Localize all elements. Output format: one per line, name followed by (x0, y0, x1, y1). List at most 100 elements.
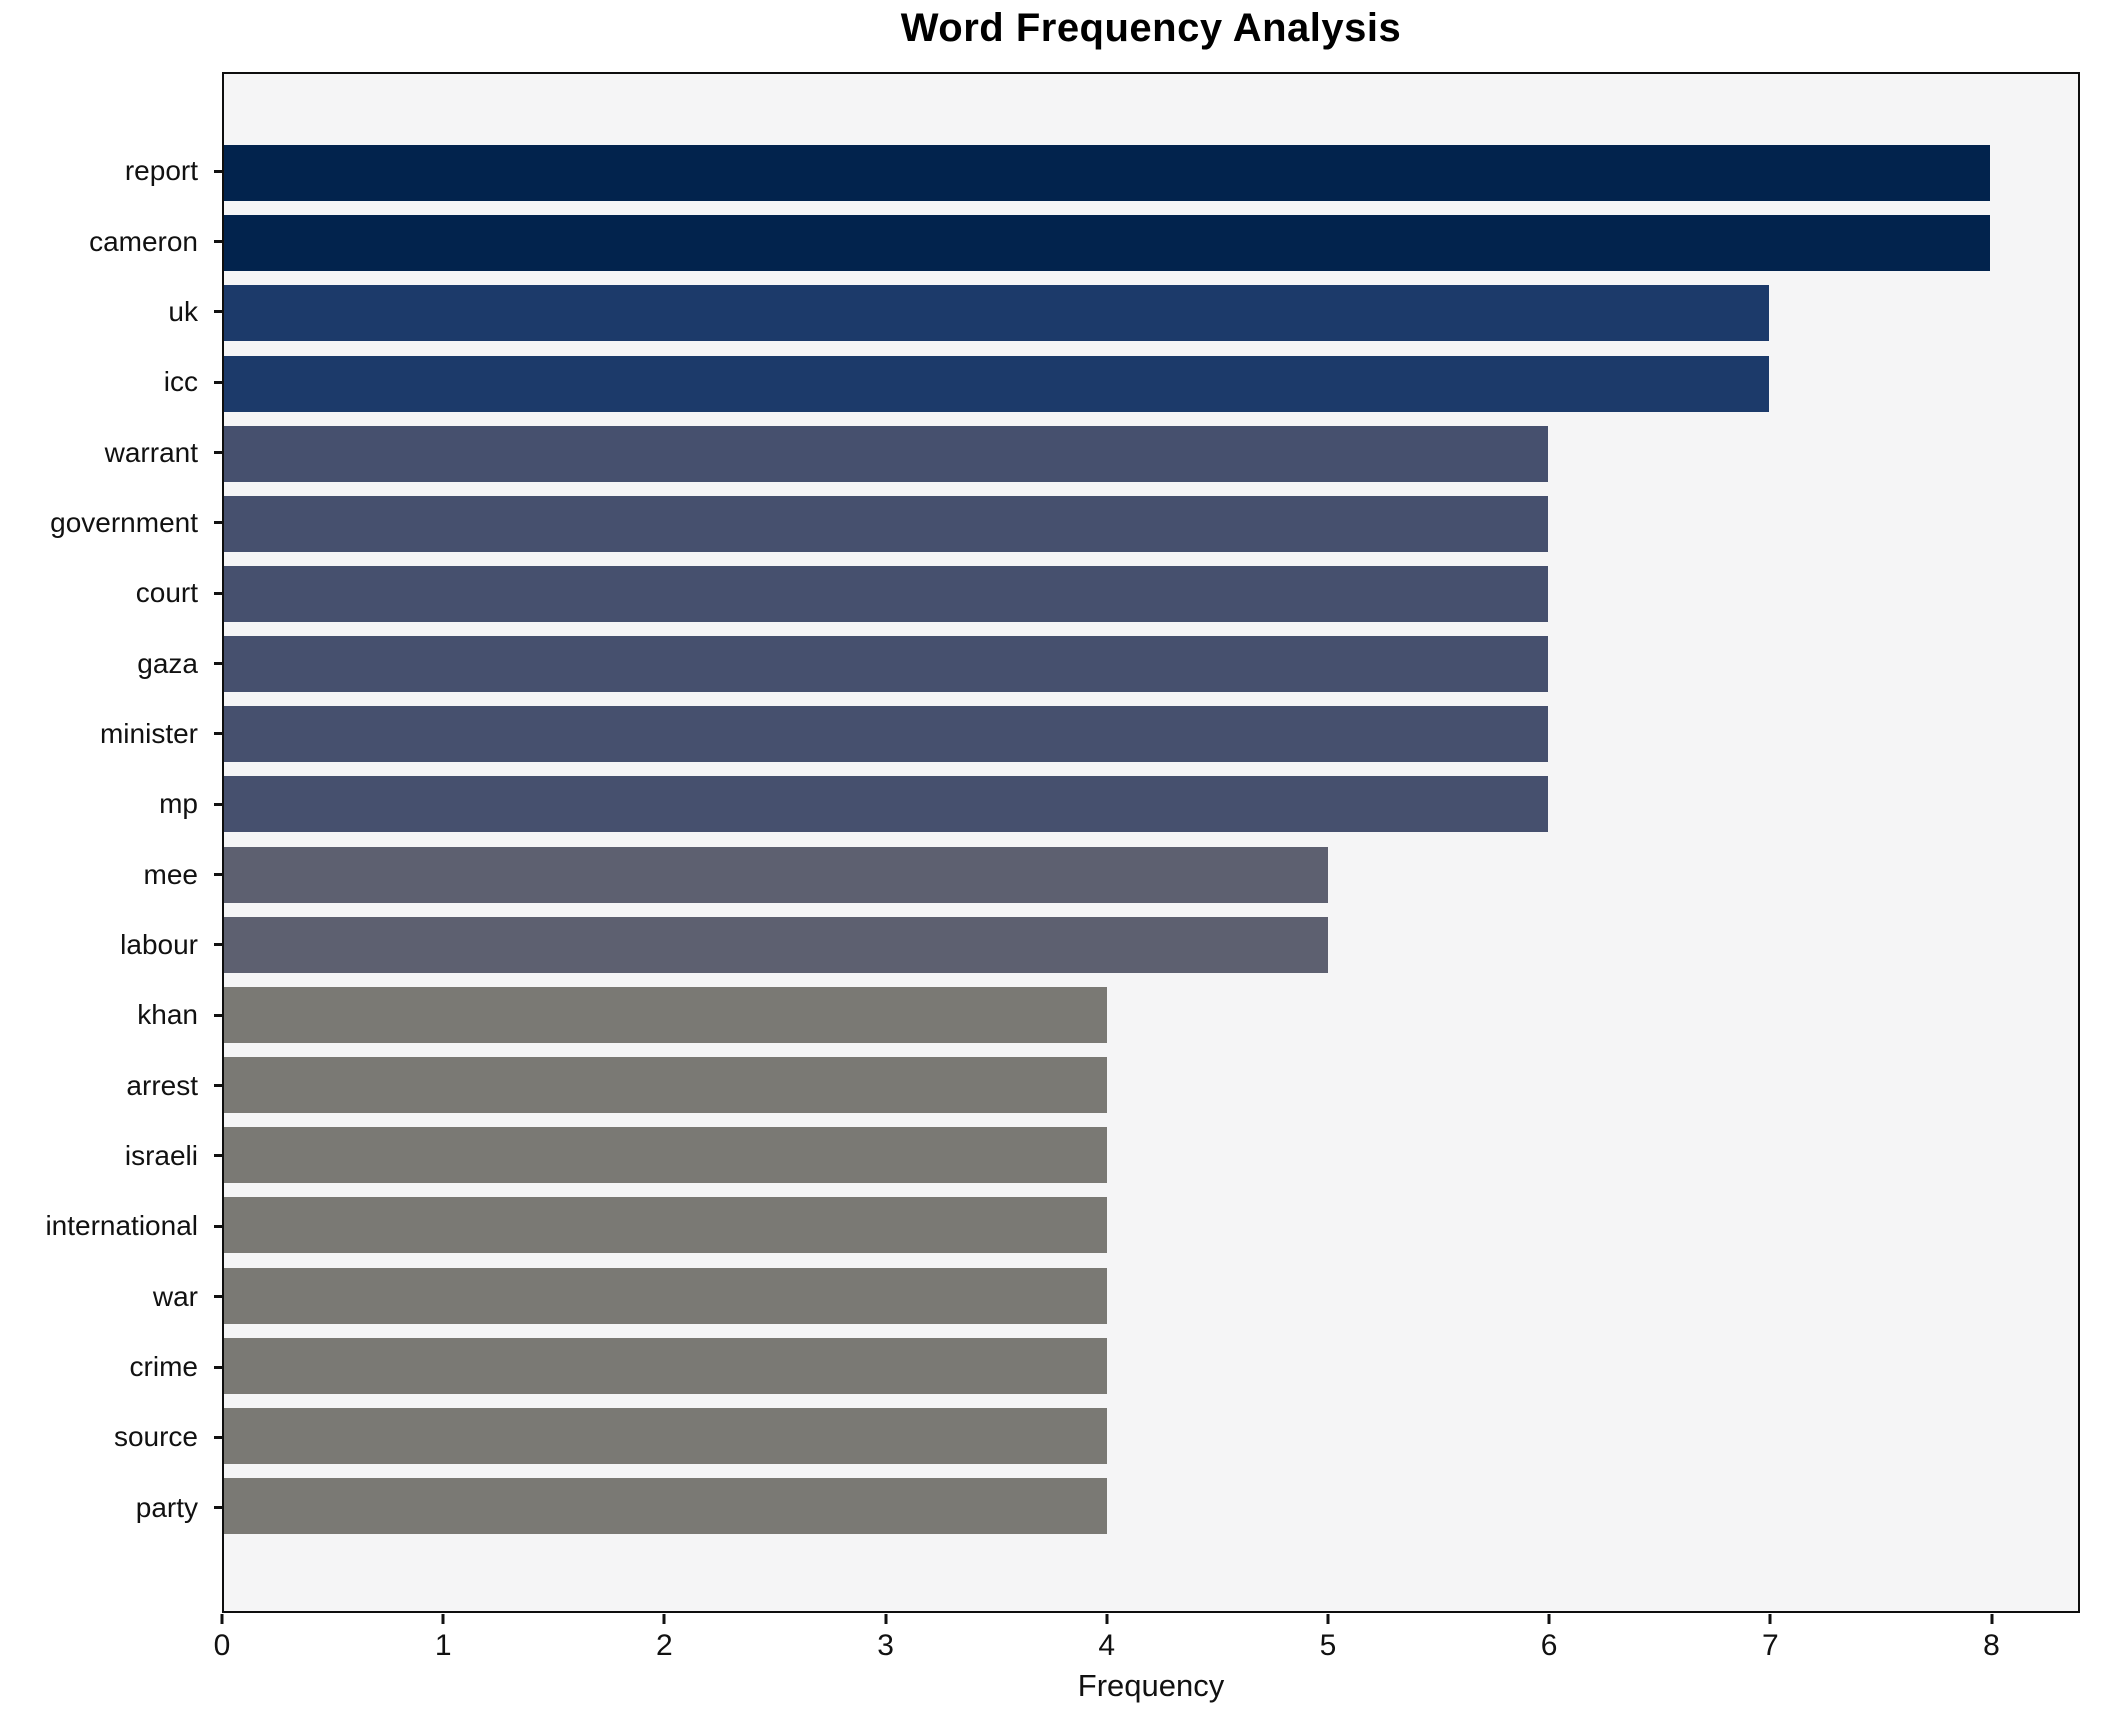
x-tick-mark (662, 1614, 666, 1624)
bar (224, 425, 1549, 482)
y-tick-label: labour (120, 928, 198, 960)
y-label-row: israeli (0, 1121, 223, 1191)
y-tick-mark (214, 1084, 223, 1088)
y-tick-label: warrant (104, 436, 198, 468)
bar (224, 495, 1549, 552)
bar (224, 1127, 1107, 1184)
bar (224, 776, 1549, 833)
y-tick-mark (214, 1295, 223, 1299)
y-tick-label: mee (143, 858, 198, 890)
bar-row (224, 559, 2078, 629)
x-tick-mark (1547, 1614, 1551, 1624)
x-tick-mark (220, 1614, 224, 1624)
bar-row (224, 629, 2078, 699)
bar-row (224, 1471, 2078, 1541)
bar (224, 706, 1549, 763)
y-tick-label: party (135, 1491, 198, 1523)
y-label-row: uk (0, 277, 223, 347)
x-tick-mark (1990, 1614, 1994, 1624)
bar (224, 1267, 1107, 1324)
bar-row (224, 1401, 2078, 1471)
y-tick-label: war (152, 1280, 198, 1312)
y-tick-mark (214, 591, 223, 595)
bar (224, 986, 1107, 1043)
x-tick-label: 2 (656, 1629, 673, 1662)
bar-row (224, 208, 2078, 278)
y-tick-label: uk (168, 295, 198, 327)
y-tick-label: cameron (89, 225, 198, 257)
bar (224, 1057, 1107, 1114)
bar (224, 285, 1769, 342)
x-axis: 0 1 2 3 4 5 6 7 8 (214, 1613, 2080, 1671)
x-tick-mark (441, 1614, 445, 1624)
y-tick-label: arrest (126, 1069, 198, 1101)
bars-layer (224, 74, 2078, 1611)
x-tick-label: 0 (213, 1629, 231, 1662)
y-tick-mark (214, 1435, 223, 1439)
y-tick-label: mp (159, 788, 198, 820)
x-axis-label: Frequency (1077, 1668, 1225, 1703)
bar-row (224, 699, 2078, 769)
bar-row (224, 138, 2078, 208)
y-label-row: icc (0, 347, 223, 417)
bar-row (224, 278, 2078, 348)
y-tick-mark (214, 1506, 223, 1510)
y-tick-mark (214, 1013, 223, 1017)
bar (224, 215, 1990, 272)
y-tick-label: court (135, 577, 198, 609)
x-tick-label: 1 (434, 1629, 452, 1662)
x-tick-mark (1768, 1614, 1772, 1624)
y-tick-label: crime (129, 1351, 198, 1383)
y-label-row: government (0, 488, 223, 558)
bar (224, 1407, 1107, 1464)
y-tick-mark (214, 662, 223, 666)
x-tick-label: 6 (1540, 1629, 1558, 1662)
x-tick-mark (1105, 1614, 1109, 1624)
y-label-row: war (0, 1262, 223, 1332)
y-tick-mark (214, 521, 223, 525)
bar-row (224, 1261, 2078, 1331)
x-tick-label: 3 (877, 1629, 894, 1662)
bar-row (224, 1190, 2078, 1260)
y-tick-mark (214, 1365, 223, 1369)
y-tick-mark (214, 943, 223, 947)
bar-row (224, 1120, 2078, 1190)
y-label-row: cameron (0, 206, 223, 276)
y-tick-label: icc (163, 366, 198, 398)
y-label-row: crime (0, 1332, 223, 1402)
y-label-row: source (0, 1402, 223, 1472)
y-tick-label: source (113, 1421, 198, 1453)
chart-title: Word Frequency Analysis (900, 6, 1402, 50)
x-tick-label: 5 (1319, 1629, 1337, 1662)
y-tick-label: international (45, 1210, 198, 1242)
y-tick-label: israeli (124, 1139, 198, 1171)
y-tick-label: gaza (137, 647, 198, 679)
bar-row (224, 1050, 2078, 1120)
bar (224, 846, 1328, 903)
y-tick-mark (214, 802, 223, 806)
y-tick-mark (214, 873, 223, 877)
x-tick-label: 7 (1761, 1629, 1779, 1662)
y-tick-label: khan (137, 999, 198, 1031)
y-label-row: mee (0, 839, 223, 909)
y-tick-mark (214, 240, 223, 244)
y-label-row: international (0, 1191, 223, 1261)
bar (224, 1478, 1107, 1535)
bar-row (224, 769, 2078, 839)
y-label-row: gaza (0, 628, 223, 698)
y-label-row: mp (0, 769, 223, 839)
bar-row (224, 980, 2078, 1050)
x-tick-label: 8 (1983, 1629, 2000, 1662)
x-tick-mark (884, 1614, 888, 1624)
bar (224, 1197, 1107, 1254)
y-tick-label: report (124, 155, 198, 187)
bar (224, 1337, 1107, 1394)
bar-row (224, 910, 2078, 980)
bar-row (224, 489, 2078, 559)
y-tick-mark (214, 451, 223, 455)
y-tick-mark (214, 1224, 223, 1228)
plot-area (222, 72, 2080, 1613)
bar (224, 566, 1549, 623)
y-label-row: minister (0, 699, 223, 769)
bar-row (224, 840, 2078, 910)
